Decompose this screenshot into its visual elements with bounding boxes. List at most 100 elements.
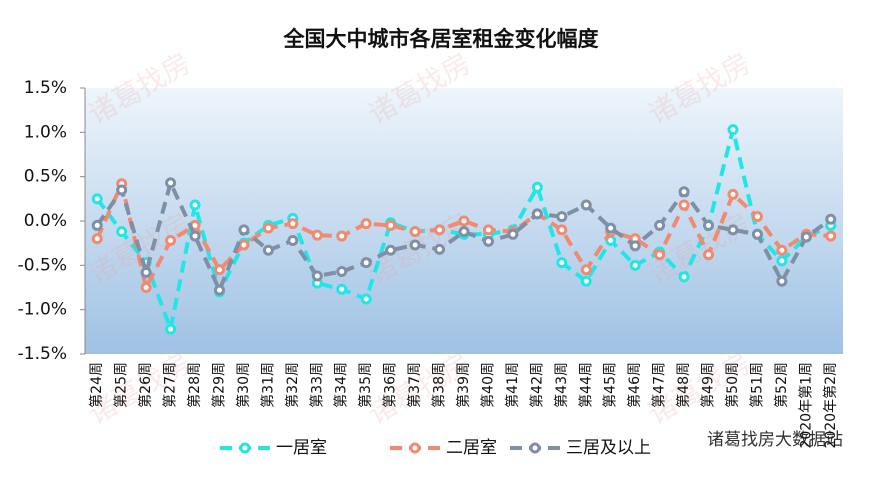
y-tick-label: -1.5%	[18, 344, 67, 364]
y-tick-label: 0.5%	[24, 167, 67, 187]
x-tick-label: 第51周	[748, 362, 765, 408]
x-tick-label: 第31周	[259, 362, 276, 408]
data-point	[287, 218, 299, 230]
data-point	[482, 224, 494, 236]
data-point	[678, 199, 690, 211]
data-point	[531, 181, 543, 193]
data-point	[654, 219, 666, 231]
y-tick-label: 1.5%	[24, 78, 67, 98]
x-tick-label: 第30周	[235, 362, 252, 408]
data-point	[262, 244, 274, 256]
data-point	[409, 226, 421, 238]
data-point	[678, 271, 690, 283]
data-point	[385, 244, 397, 256]
data-point	[91, 233, 103, 245]
x-tick-label: 第29周	[210, 362, 227, 408]
x-tick-label: 第37周	[406, 362, 423, 408]
data-point	[800, 231, 812, 243]
x-tick-label: 第28周	[186, 362, 203, 408]
data-point	[629, 259, 641, 271]
x-tick-label: 第45周	[602, 362, 619, 408]
data-point	[116, 226, 128, 238]
data-point	[91, 219, 103, 231]
data-point	[140, 282, 152, 293]
data-point	[580, 199, 592, 211]
data-point	[336, 283, 348, 295]
data-point	[751, 228, 763, 240]
data-point	[556, 211, 568, 223]
y-tick-label: 1.0%	[24, 122, 67, 142]
data-point	[458, 226, 470, 238]
x-tick-label: 第36周	[382, 362, 399, 408]
x-tick-label: 第41周	[504, 362, 521, 408]
data-point	[311, 270, 323, 282]
x-tick-label: 第40周	[479, 362, 496, 408]
x-tick-label: 2020年第2周	[822, 362, 839, 449]
data-point	[238, 224, 250, 236]
data-point	[703, 249, 715, 261]
data-point	[434, 243, 446, 255]
data-point	[91, 193, 103, 205]
x-tick-label: 第26周	[137, 362, 154, 408]
data-point	[360, 257, 372, 269]
data-point	[385, 219, 397, 231]
data-point	[213, 264, 225, 276]
data-point	[678, 186, 690, 198]
data-point	[776, 275, 788, 287]
data-point	[727, 224, 739, 236]
data-point	[165, 323, 177, 335]
data-point	[189, 230, 201, 242]
x-tick-label: 第43周	[553, 362, 570, 408]
legend-marker	[239, 442, 251, 454]
data-point	[727, 124, 739, 136]
x-tick-label: 2020年第1周	[797, 362, 814, 449]
data-point	[580, 275, 592, 287]
x-tick-label: 第44周	[577, 362, 594, 408]
data-point	[311, 229, 323, 241]
x-tick-label: 第25周	[113, 362, 130, 408]
x-tick-label: 第42周	[528, 362, 545, 408]
legend-label: 三居及以上	[566, 438, 651, 458]
data-point	[238, 239, 250, 251]
data-point	[165, 235, 177, 247]
x-tick-label: 第34周	[333, 362, 350, 408]
data-point	[727, 188, 739, 200]
data-point	[213, 284, 225, 296]
data-point	[336, 266, 348, 278]
y-tick-label: 0.0%	[24, 211, 67, 231]
x-tick-label: 第38周	[431, 362, 448, 408]
legend-marker	[409, 442, 421, 454]
data-point	[531, 208, 543, 220]
data-point	[776, 255, 788, 267]
data-point	[703, 219, 715, 231]
x-tick-label: 第27周	[162, 362, 179, 408]
data-point	[556, 224, 568, 236]
data-point	[580, 264, 592, 276]
x-tick-label: 第32周	[284, 362, 301, 408]
x-tick-label: 第50周	[724, 362, 741, 408]
data-point	[825, 230, 837, 242]
data-point	[287, 235, 299, 247]
data-point	[654, 249, 666, 261]
data-point	[409, 239, 421, 251]
x-tick-label: 第49周	[700, 362, 717, 408]
x-tick-label: 第47周	[651, 362, 668, 408]
data-point	[140, 266, 152, 278]
chart-title: 全国大中城市各居室租金变化幅度	[283, 27, 599, 51]
data-point	[336, 230, 348, 242]
data-point	[360, 293, 372, 305]
x-tick-label: 第48周	[675, 362, 692, 408]
data-point	[458, 215, 470, 227]
data-point	[507, 228, 519, 240]
data-point	[165, 177, 177, 189]
legend-marker	[529, 442, 541, 454]
data-point	[116, 184, 128, 196]
data-point	[776, 244, 788, 256]
data-point	[262, 222, 274, 234]
data-point	[751, 211, 763, 223]
data-point	[482, 235, 494, 247]
x-tick-label: 第24周	[88, 362, 105, 408]
data-point	[556, 257, 568, 269]
x-tick-label: 第33周	[308, 362, 325, 408]
